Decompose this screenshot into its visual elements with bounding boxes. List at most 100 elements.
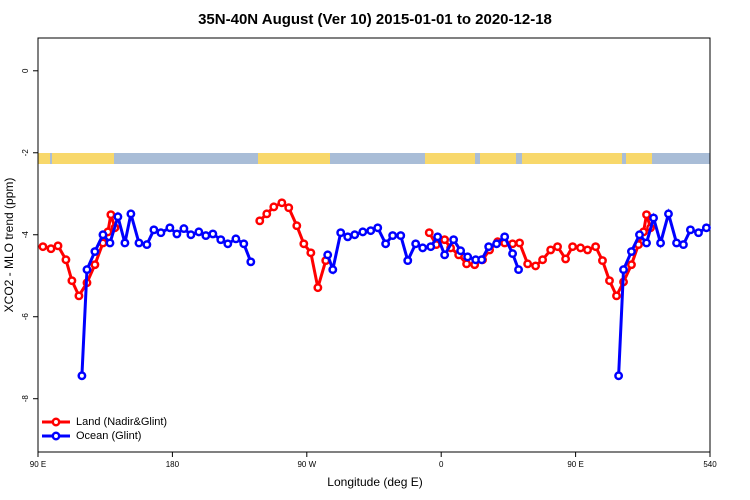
data-point	[462, 259, 472, 269]
data-point	[627, 247, 636, 257]
data-point	[418, 243, 428, 253]
x-axis-label: Longitude (deg E)	[327, 475, 422, 489]
data-point	[38, 242, 48, 252]
data-point	[120, 238, 130, 248]
data-point	[411, 239, 421, 249]
data-point	[156, 228, 166, 238]
data-point	[685, 225, 695, 235]
data-point	[126, 209, 136, 219]
data-point	[246, 257, 256, 267]
data-point	[306, 248, 316, 258]
series-line	[80, 211, 253, 376]
y-tick-label: 0	[21, 68, 30, 73]
data-point	[627, 260, 636, 270]
y-tick-label: -8	[21, 395, 30, 403]
data-point	[553, 242, 562, 252]
legend-marker	[51, 417, 61, 427]
data-point	[701, 223, 711, 233]
data-point	[277, 198, 287, 208]
data-point	[612, 291, 621, 301]
data-point	[515, 238, 525, 248]
data-point	[449, 235, 459, 245]
data-point	[284, 203, 294, 213]
data-point	[546, 245, 556, 255]
legend-marker	[51, 431, 61, 441]
data-point	[366, 226, 376, 236]
data-point	[61, 255, 71, 265]
data-point	[433, 232, 443, 242]
series-line	[617, 208, 708, 376]
y-tick-label: -6	[21, 313, 30, 321]
x-tick-label: 0	[439, 460, 444, 469]
data-point	[323, 250, 333, 260]
data-point	[201, 231, 211, 241]
legend-label: Land (Nadir&Glint)	[76, 416, 167, 428]
data-point	[456, 246, 466, 256]
data-point	[538, 255, 548, 265]
data-point	[568, 242, 578, 252]
data-point	[186, 230, 196, 240]
data-point	[299, 239, 309, 249]
data-point	[105, 238, 115, 248]
data-point	[614, 371, 624, 381]
y-tick-label: -4	[21, 231, 30, 239]
data-point	[656, 238, 666, 248]
data-point	[90, 260, 100, 270]
data-point	[350, 230, 360, 240]
data-point	[149, 225, 159, 235]
data-point	[396, 231, 406, 241]
data-point	[358, 227, 368, 237]
plot-frame	[37, 37, 711, 453]
map-strip	[38, 153, 710, 164]
data-point	[598, 256, 607, 266]
data-point	[223, 239, 233, 249]
data-point	[90, 247, 100, 257]
data-point	[134, 238, 144, 248]
data-point	[77, 371, 87, 381]
data-point	[172, 229, 182, 239]
data-point	[619, 265, 628, 275]
data-point	[292, 221, 302, 231]
data-point	[46, 244, 56, 254]
data-point	[328, 265, 338, 275]
data-point	[313, 283, 323, 293]
data-point	[642, 210, 651, 220]
x-tick-label: 90 E	[567, 460, 583, 469]
data-point	[424, 228, 434, 238]
data-point	[440, 235, 450, 245]
data-point	[477, 255, 487, 265]
data-point	[98, 230, 108, 240]
data-point	[53, 241, 63, 251]
data-point	[514, 265, 524, 275]
data-point	[74, 291, 84, 301]
data-point	[591, 242, 601, 252]
data-point	[649, 213, 659, 223]
data-point	[106, 210, 116, 220]
data-point	[262, 209, 272, 219]
data-point	[179, 224, 189, 234]
data-point	[231, 234, 241, 244]
data-point	[194, 227, 204, 237]
data-point	[605, 276, 614, 286]
x-tick-label: 90 W	[297, 460, 316, 469]
data-point	[583, 245, 592, 255]
data-point	[388, 231, 398, 241]
data-point	[255, 216, 265, 226]
data-point	[694, 228, 703, 238]
x-tick-label: 90 E	[30, 460, 46, 469]
data-point	[664, 209, 673, 219]
data-point	[463, 252, 473, 262]
data-point	[373, 223, 383, 233]
data-point	[208, 229, 218, 239]
data-point	[343, 232, 353, 242]
data-point	[336, 228, 346, 238]
data-point	[561, 254, 571, 264]
data-point	[508, 249, 518, 259]
x-tick-label: 540	[703, 460, 717, 469]
series-line	[42, 214, 117, 299]
data-point	[500, 232, 510, 242]
data-point	[67, 276, 77, 286]
data-point	[672, 238, 681, 248]
chart-title: 35N-40N August (Ver 10) 2015-01-01 to 20…	[198, 11, 552, 28]
